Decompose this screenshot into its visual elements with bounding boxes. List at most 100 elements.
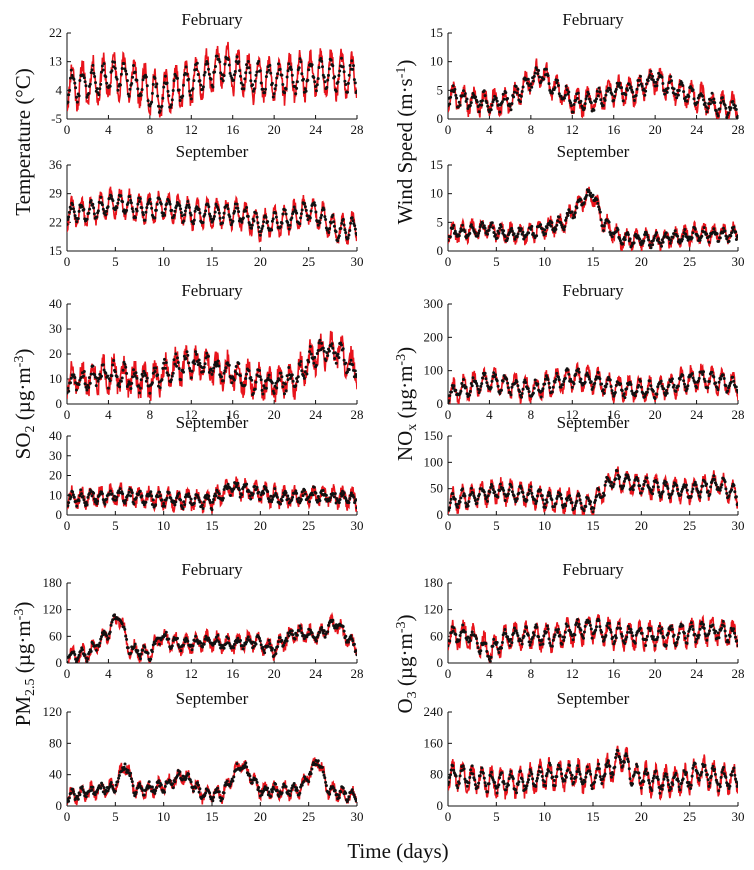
observed-point: [579, 777, 583, 781]
observed-point: [465, 97, 469, 101]
observed-point: [496, 495, 500, 499]
observed-point: [727, 239, 731, 243]
observed-point: [476, 497, 480, 501]
observed-point: [273, 487, 277, 491]
observed-point: [491, 488, 495, 491]
observed-point: [131, 75, 135, 79]
observed-point: [134, 371, 138, 375]
observed-point: [72, 373, 76, 377]
y-axis-label-part: (µg·m: [393, 633, 417, 691]
observed-point: [584, 505, 588, 508]
observed-point: [486, 104, 490, 108]
observed-point: [241, 83, 245, 87]
observed-point: [716, 631, 720, 635]
observed-point: [165, 202, 169, 206]
observed-point: [538, 765, 542, 769]
observed-point: [338, 69, 342, 73]
observed-point: [204, 791, 208, 795]
observed-point: [470, 95, 474, 99]
observed-point: [189, 213, 193, 217]
observed-point: [167, 373, 171, 377]
observed-point: [352, 64, 355, 68]
observed-point: [239, 74, 242, 78]
observed-point: [84, 500, 88, 504]
observed-point: [113, 613, 116, 617]
observed-point: [116, 201, 120, 205]
observed-point: [355, 653, 357, 657]
x-tick-label: 0: [445, 809, 452, 824]
observed-point: [689, 621, 693, 625]
observed-point: [320, 765, 324, 769]
y-tick-label: 20: [49, 468, 62, 483]
observed-point: [510, 490, 514, 494]
observed-point: [198, 787, 202, 791]
observed-point: [479, 384, 483, 388]
observed-point: [572, 213, 576, 217]
observed-point: [527, 492, 531, 496]
y-axis-label-part: ): [393, 60, 417, 67]
observed-point: [348, 64, 352, 67]
observed-point: [496, 229, 500, 233]
observed-point: [96, 499, 100, 503]
observed-point: [570, 501, 574, 505]
observed-point: [243, 383, 247, 387]
observed-point: [232, 378, 236, 382]
observed-point: [286, 378, 290, 382]
observed-point: [494, 784, 497, 788]
observed-point: [286, 221, 290, 224]
observed-point: [284, 491, 288, 495]
observed-point: [703, 101, 707, 105]
observed-point: [320, 213, 324, 217]
observed-point: [697, 778, 701, 782]
observed-point: [353, 224, 357, 228]
observed-point: [282, 643, 286, 647]
observed-point: [119, 72, 123, 76]
observed-point: [495, 99, 499, 103]
y-axis-label-part: -3: [394, 621, 409, 633]
observed-point: [287, 62, 291, 66]
observed-point: [638, 484, 642, 488]
observed-point: [693, 227, 697, 231]
observed-point: [171, 639, 175, 642]
observed-point: [172, 213, 176, 217]
x-tick-label: 15: [206, 809, 219, 824]
observed-point: [452, 90, 456, 94]
observed-point: [484, 784, 488, 788]
observed-point: [221, 496, 225, 500]
observed-point: [174, 352, 178, 356]
observed-point: [635, 765, 639, 768]
observed-point: [540, 494, 544, 498]
observed-point: [247, 369, 251, 373]
observed-point: [701, 94, 705, 98]
observed-point: [550, 644, 554, 648]
observed-point: [537, 69, 541, 72]
observed-point: [670, 624, 673, 628]
y-tick-label: 150: [424, 428, 444, 443]
observed-point: [551, 385, 555, 389]
observed-point: [583, 102, 587, 106]
model-series-line: [67, 330, 357, 403]
observed-point: [117, 198, 121, 202]
observed-point: [273, 87, 277, 91]
observed-point: [125, 208, 129, 212]
observed-point: [246, 635, 250, 639]
observed-point: [177, 491, 181, 495]
x-tick-label: 10: [157, 254, 170, 269]
observed-point: [691, 88, 695, 92]
observed-point: [289, 789, 293, 793]
observed-point: [529, 227, 533, 231]
observed-point: [235, 55, 239, 59]
observed-point: [564, 622, 568, 626]
observed-point: [140, 88, 144, 92]
observed-point: [605, 765, 609, 769]
observed-point: [221, 221, 224, 225]
observed-point: [664, 231, 668, 235]
observed-point: [607, 220, 611, 224]
observed-point: [192, 789, 195, 793]
observed-point: [164, 630, 168, 634]
observed-point: [568, 494, 572, 498]
observed-point: [712, 375, 716, 379]
x-tick-label: 5: [112, 254, 119, 269]
x-tick-label: 16: [226, 666, 240, 681]
observed-point: [73, 653, 77, 656]
